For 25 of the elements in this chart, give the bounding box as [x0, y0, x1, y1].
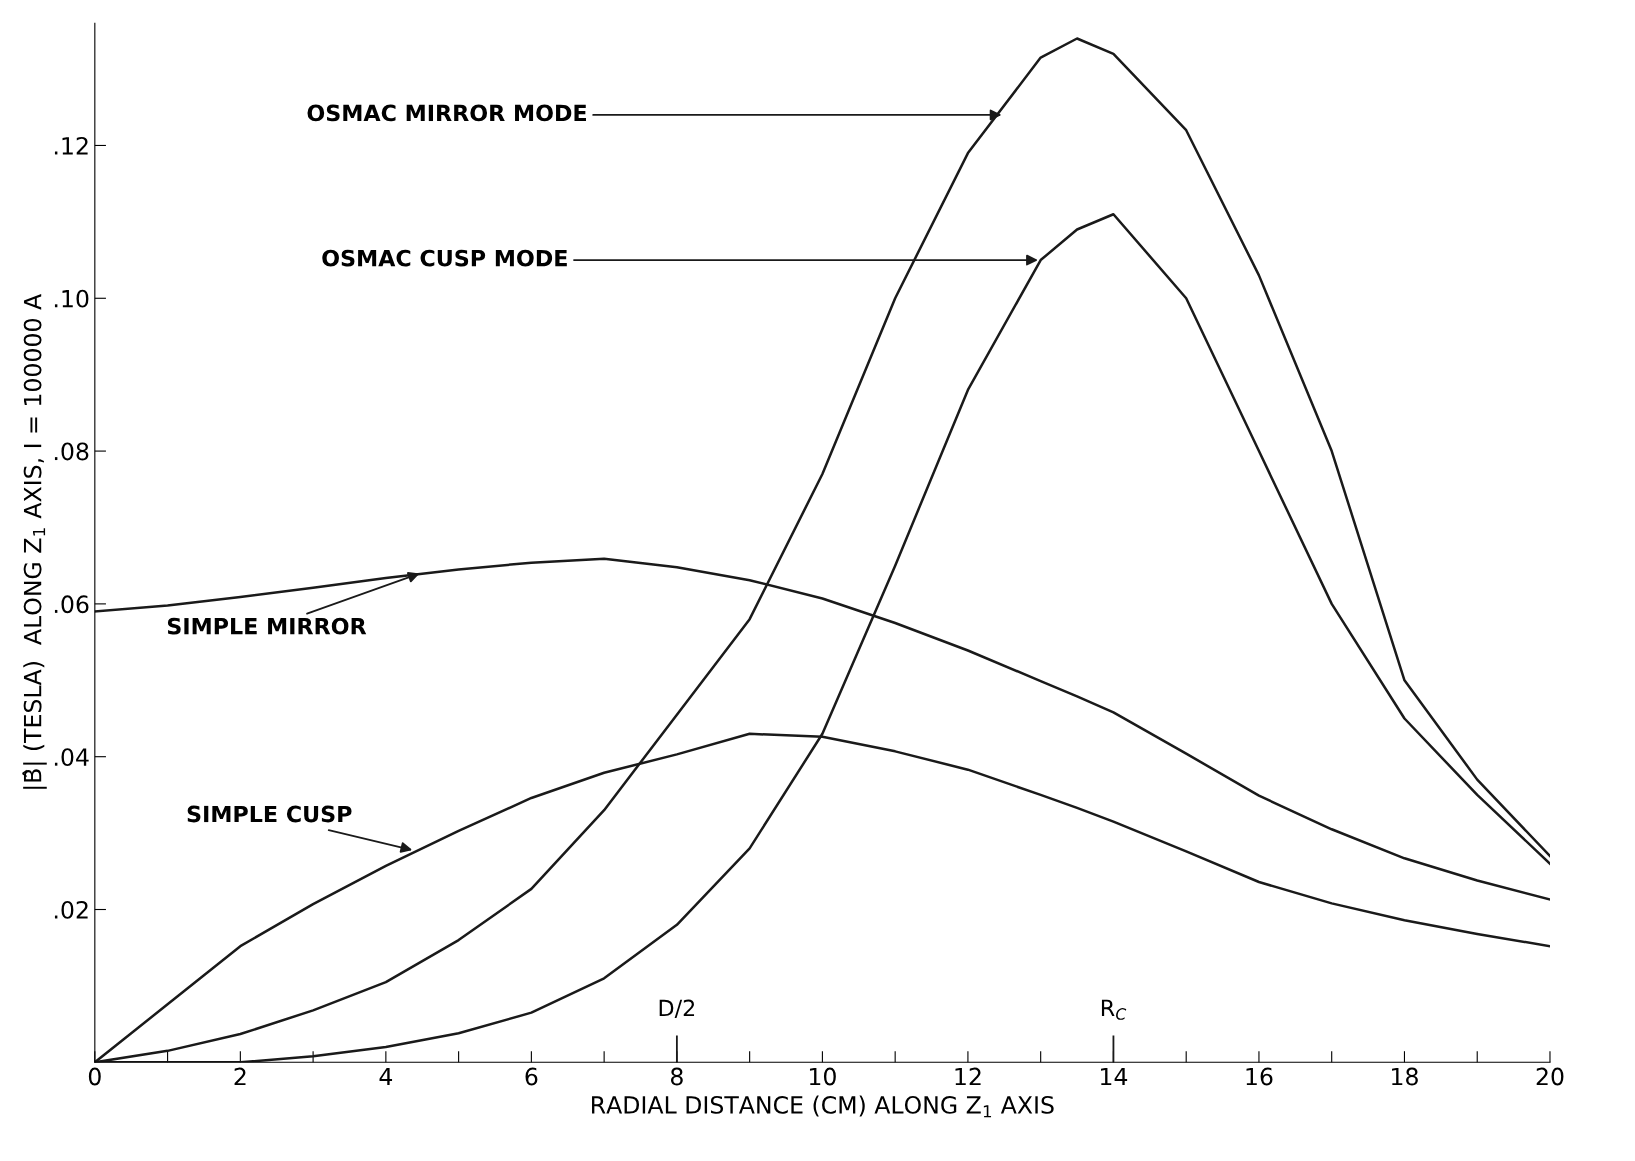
- x-tick-label: 14: [1101, 1067, 1128, 1086]
- x-tick-label: 6: [525, 1067, 538, 1086]
- x-axis-title: RADIAL DISTANCE (CM) ALONG Z$_{1}$ AXIS: [592, 1095, 1054, 1118]
- y-tick-label: .08: [54, 442, 89, 461]
- annotation: SIMPLE CUSP: [187, 805, 352, 823]
- annotation: OSMAC CUSP MODE: [322, 249, 567, 267]
- x-tick-label: 18: [1392, 1067, 1418, 1086]
- annotation: OSMAC MIRROR MODE: [307, 104, 586, 122]
- x-tick-label: 12: [955, 1067, 981, 1086]
- y-tick-label: .06: [54, 595, 89, 614]
- x-tick-label: 20: [1536, 1067, 1564, 1086]
- x-tick-label: 10: [809, 1067, 836, 1086]
- x-tick-label: 2: [234, 1067, 246, 1086]
- ref-line-label: R$_{C}$: [1101, 999, 1127, 1020]
- x-tick-label: 16: [1246, 1067, 1273, 1086]
- ref-line-label: D/2: [659, 999, 695, 1019]
- y-tick-label: .02: [54, 900, 88, 919]
- y-axis-title: |B̂| (TESLA) ALONG Z$_{1}$ AXIS, I = 100000 A: [22, 294, 47, 789]
- y-tick-label: .10: [54, 289, 89, 308]
- annotation: SIMPLE MIRROR: [167, 617, 367, 635]
- y-tick-label: .04: [54, 748, 89, 766]
- x-tick-label: 8: [670, 1067, 683, 1086]
- y-tick-label: .12: [54, 136, 88, 155]
- x-tick-label: 4: [379, 1067, 393, 1086]
- x-tick-label: 0: [88, 1067, 101, 1086]
